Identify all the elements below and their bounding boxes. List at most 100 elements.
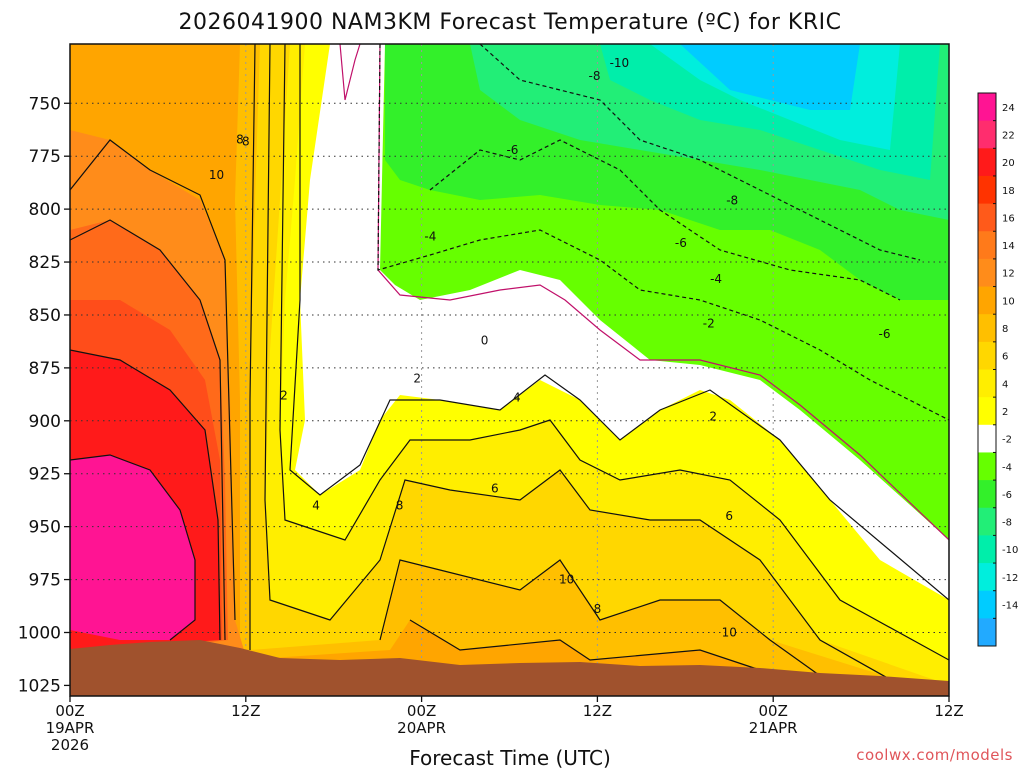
x-tick-date-0: 19APR [46, 719, 95, 737]
colorbar-label-17: -12 [1002, 573, 1018, 584]
isotherm-plus18 [70, 349, 221, 641]
colorbar-label-7: 10 [1002, 296, 1015, 307]
y-tick-label-4: 850 [29, 306, 61, 326]
isotherm-plus6 [264, 44, 901, 686]
colorbar-label-1: 22 [1002, 130, 1015, 141]
colorbar-segment-1 [978, 120, 996, 149]
terrain-ground [70, 640, 949, 696]
colorbar-label-18: -14 [1002, 601, 1018, 612]
contour-label-2: 8 [236, 132, 244, 146]
x-tick-label-3: 12Z [583, 702, 612, 720]
colorbar-segment-11 [978, 397, 996, 426]
colorbar-label-14: -6 [1002, 490, 1012, 501]
band-warm-22 [70, 455, 195, 640]
contour-label-4: -8 [588, 69, 600, 83]
colorbar-segment-17 [978, 563, 996, 592]
contour-label-17: 4 [312, 498, 320, 512]
isotherm-plus14 [70, 219, 226, 641]
colorbar-label-2: 20 [1002, 158, 1015, 169]
colorbar-label-10: 4 [1002, 379, 1008, 390]
y-tick-label-1: 775 [29, 147, 61, 167]
colorbar-segment-16 [978, 535, 996, 564]
colorbar-label-11: 2 [1002, 407, 1008, 418]
colorbar-label-4: 16 [1002, 213, 1015, 224]
isotherm-zero [339, 44, 949, 541]
colorbar-label-9: 6 [1002, 352, 1008, 363]
contour-label-12: 0 [481, 333, 489, 347]
y-tick-label-5: 875 [29, 359, 61, 379]
contour-label-5: -6 [506, 143, 518, 157]
colorbar-label-15: -8 [1002, 518, 1012, 529]
isotherm-lines [70, 44, 949, 691]
colorbar-segment-6 [978, 258, 996, 288]
colorbar-segment-18 [978, 590, 996, 619]
colorbar-segment-19 [978, 618, 996, 647]
contour-label-14: 2 [413, 371, 421, 385]
colorbar-label-3: 18 [1002, 186, 1015, 197]
isotherm-plus10 [70, 139, 761, 671]
colorbar-segment-10 [978, 369, 996, 398]
contour-label-18: 8 [396, 498, 404, 512]
y-tick-label-6: 900 [29, 412, 61, 432]
colorbar-label-13: -4 [1002, 462, 1012, 473]
x-tick-label-0: 00Z [55, 702, 84, 720]
contour-label-13: 2 [280, 388, 288, 402]
x-tick-date-2: 20APR [397, 719, 446, 737]
y-tick-label-2: 800 [29, 200, 61, 220]
contour-label-8: -6 [675, 236, 687, 250]
colorbar-segment-0 [978, 93, 996, 122]
colorbar-segment-3 [978, 175, 996, 205]
isotherm-minus8 [479, 44, 921, 261]
colorbar-segment-2 [978, 148, 996, 177]
colorbar-segment-13 [978, 452, 996, 481]
colorbar-segment-14 [978, 480, 996, 509]
colorbar-label-12: -2 [1002, 435, 1012, 446]
x-tick-label-2: 00Z [407, 702, 436, 720]
contour-label-1: 8 [242, 134, 250, 148]
contour-label-21: 10 [559, 573, 574, 587]
y-tick-label-10: 1000 [18, 623, 61, 643]
contour-label-3: -10 [610, 56, 630, 70]
y-axis: 750 775 800 825 850 875 900 925 950 975 1000 1025 [18, 94, 70, 696]
y-tick-label-11: 1025 [18, 676, 61, 696]
contour-label-15: 4 [513, 391, 521, 405]
contour-label-6: -8 [726, 194, 738, 208]
x-tick-label-4: 00Z [759, 702, 788, 720]
isotherm-plus4 [279, 44, 949, 661]
colorbar-segment-12 [978, 424, 996, 453]
isotherm-minus2 [377, 44, 949, 421]
x-tick-year-0: 2026 [51, 736, 89, 754]
colorbar: 24 22 20 18 16 14 12 10 8 6 4 2 -2 -4 -6 -8 -10 -12 -14 [977, 92, 1018, 647]
plot-frame [69, 43, 950, 697]
band-cold-14 [680, 44, 860, 110]
contour-label-9: -4 [710, 272, 722, 286]
colorbar-segment-7 [978, 286, 996, 315]
contour-label-23: 10 [722, 625, 737, 639]
isotherm-plus8 [249, 44, 841, 691]
y-tick-label-3: 825 [29, 253, 61, 273]
contour-label-7: -4 [424, 230, 436, 244]
y-tick-label-8: 950 [29, 518, 61, 538]
credit-text: coolwx.com/models [856, 746, 1013, 764]
colorbar-label-6: 12 [1002, 269, 1015, 280]
y-tick-label-9: 975 [29, 571, 61, 591]
chart-title: 2026041900 NAM3KM Forecast Temperature (… [179, 10, 842, 35]
colorbar-label-0: 24 [1002, 103, 1015, 114]
colorbar-segment-4 [978, 203, 996, 232]
colorbar-segment-5 [978, 231, 996, 260]
colorbar-segment-8 [978, 314, 996, 343]
contour-label-22: 8 [594, 602, 602, 616]
isotherm-plus22 [70, 454, 196, 641]
x-tick-label-5: 12Z [934, 702, 963, 720]
colorbar-label-5: 14 [1002, 241, 1015, 252]
contour-label-10: -2 [703, 316, 715, 330]
contour-label-11: -6 [879, 327, 891, 341]
colorbar-segment-15 [978, 507, 996, 536]
contour-label-0: 10 [209, 168, 224, 182]
isotherm-plus2 [289, 44, 949, 601]
colorbar-label-8: 8 [1002, 324, 1008, 335]
colorbar-segment-9 [978, 341, 996, 370]
